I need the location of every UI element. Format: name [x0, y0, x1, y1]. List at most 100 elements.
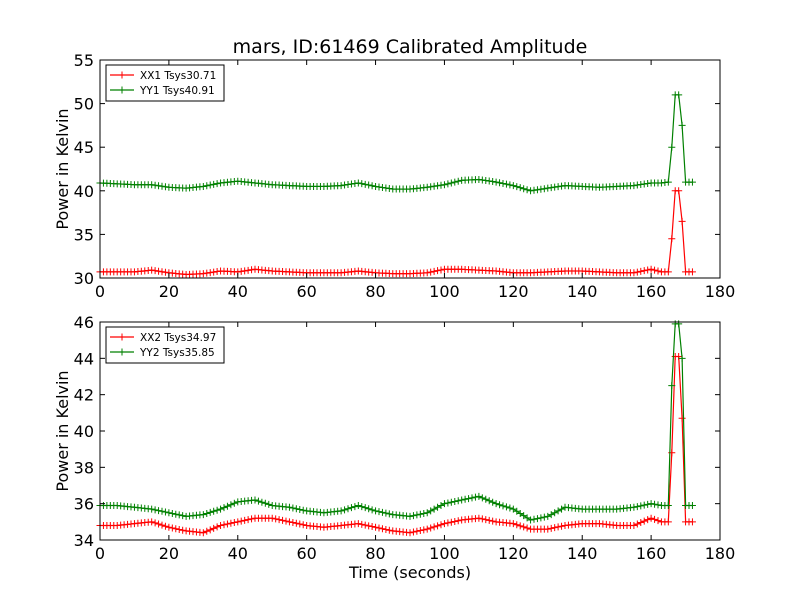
data-point-marker	[427, 183, 435, 191]
data-point-marker	[444, 499, 452, 507]
x-tick-label: 0	[95, 282, 105, 301]
data-point-marker	[161, 183, 169, 191]
data-point-marker	[272, 515, 280, 523]
data-point-marker	[630, 269, 638, 277]
plot-frame	[99, 59, 721, 279]
data-point-marker	[361, 521, 369, 529]
data-point-marker	[478, 494, 486, 502]
data-point-marker	[344, 505, 352, 513]
data-point-marker	[664, 268, 672, 276]
data-point-marker	[378, 183, 386, 191]
x-tick-label: 180	[705, 282, 736, 301]
data-point-marker	[210, 268, 218, 276]
data-point-marker	[544, 184, 552, 192]
data-point-marker	[206, 181, 214, 189]
data-point-marker	[554, 507, 562, 515]
data-point-marker	[637, 181, 645, 189]
data-point-marker	[558, 182, 566, 190]
data-point-marker	[382, 509, 390, 517]
data-point-marker	[347, 504, 355, 512]
data-point-marker	[368, 182, 376, 190]
data-point-marker	[148, 518, 156, 526]
data-point-marker	[351, 179, 359, 187]
data-point-marker	[151, 267, 159, 275]
data-point-marker	[540, 513, 548, 521]
x-tick-label: 120	[498, 282, 529, 301]
data-point-marker	[454, 517, 462, 525]
y-tick-label: 44	[74, 349, 94, 368]
data-point-marker	[492, 500, 500, 508]
data-point-marker	[434, 267, 442, 275]
data-point-marker	[640, 180, 648, 188]
data-point-marker	[688, 518, 696, 526]
data-point-marker	[485, 177, 493, 185]
data-point-marker	[533, 515, 541, 523]
y-tick-label: 34	[74, 531, 94, 550]
data-point-marker	[447, 498, 455, 506]
data-point-marker	[161, 522, 169, 530]
data-point-marker	[275, 516, 283, 524]
data-point-marker	[158, 507, 166, 515]
data-point-marker	[148, 266, 156, 274]
data-point-marker	[475, 175, 483, 183]
legend-marker	[118, 333, 126, 341]
data-point-marker	[165, 523, 173, 531]
data-point-marker	[668, 382, 676, 390]
data-point-marker	[551, 509, 559, 517]
data-point-marker	[520, 523, 528, 531]
data-point-marker	[203, 269, 211, 277]
legend-label: YY2 Tsys35.85	[139, 347, 215, 359]
data-point-marker	[155, 182, 163, 190]
data-point-marker	[654, 517, 662, 525]
data-point-marker	[551, 524, 559, 532]
data-point-marker	[172, 525, 180, 533]
data-point-marker	[475, 514, 483, 522]
data-point-marker	[210, 524, 218, 532]
y-tick-label: 35	[74, 225, 94, 244]
data-point-marker	[547, 524, 555, 532]
data-point-marker	[175, 525, 183, 533]
data-point-marker	[206, 508, 214, 516]
data-point-marker	[499, 179, 507, 187]
data-point-marker	[358, 503, 366, 511]
data-point-marker	[444, 519, 452, 527]
data-point-marker	[258, 498, 266, 506]
data-point-marker	[341, 181, 349, 189]
y-tick-label: 46	[74, 313, 94, 332]
x-axis-label: Time (seconds)	[348, 563, 471, 582]
x-tick-label: 100	[429, 544, 460, 563]
x-tick-label: 140	[567, 544, 598, 563]
data-point-marker	[558, 522, 566, 530]
data-point-marker	[409, 528, 417, 536]
data-point-marker	[241, 516, 249, 524]
data-point-marker	[406, 529, 414, 537]
data-point-marker	[244, 516, 252, 524]
data-point-marker	[406, 512, 414, 520]
legend-marker	[118, 86, 126, 94]
data-point-marker	[168, 509, 176, 517]
data-point-marker	[382, 525, 390, 533]
y-tick-label: 45	[74, 138, 94, 157]
data-point-marker	[654, 501, 662, 509]
data-point-marker	[168, 524, 176, 532]
data-point-marker	[351, 503, 359, 511]
data-point-marker	[227, 519, 235, 527]
legend-label: XX2 Tsys34.97	[140, 332, 216, 344]
data-point-marker	[148, 505, 156, 513]
data-point-marker	[640, 501, 648, 509]
data-point-marker	[151, 506, 159, 514]
data-point-marker	[199, 529, 207, 537]
data-point-marker	[155, 520, 163, 528]
data-point-marker	[451, 497, 459, 505]
data-point-marker	[206, 526, 214, 534]
data-point-marker	[203, 527, 211, 535]
data-point-marker	[251, 496, 259, 504]
data-point-marker	[516, 522, 524, 530]
data-point-marker	[664, 178, 672, 186]
data-point-marker	[199, 270, 207, 278]
series-yy2	[96, 320, 696, 524]
data-point-marker	[296, 505, 304, 513]
x-tick-label: 160	[636, 544, 667, 563]
data-point-marker	[230, 499, 238, 507]
data-point-marker	[644, 500, 652, 508]
